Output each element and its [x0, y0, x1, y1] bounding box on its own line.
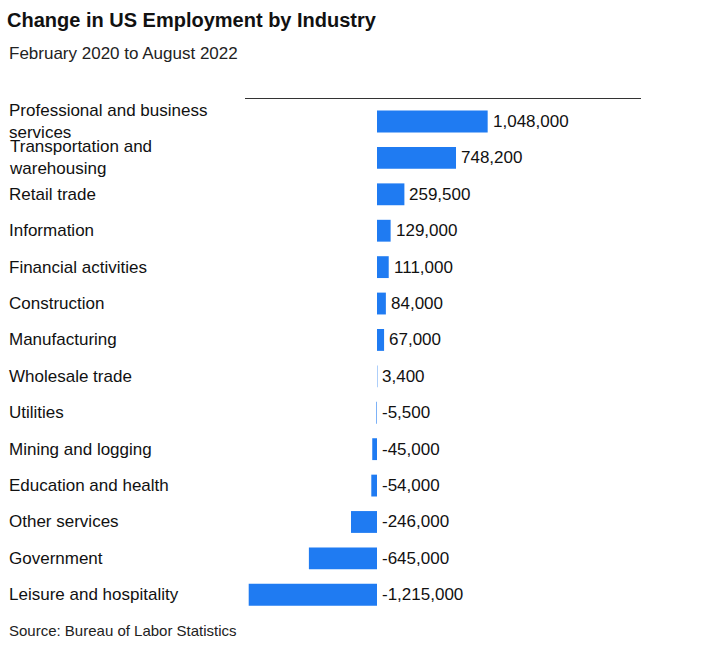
svg-text:Construction: Construction	[9, 294, 104, 313]
svg-text:259,500: 259,500	[409, 185, 470, 204]
svg-text:Utilities: Utilities	[9, 403, 64, 422]
svg-text:Financial activities: Financial activities	[9, 258, 147, 277]
svg-text:Transportation andwarehousing: Transportation andwarehousing	[9, 137, 152, 178]
svg-text:-246,000: -246,000	[382, 512, 449, 531]
svg-text:February 2020 to August 2022: February 2020 to August 2022	[9, 44, 238, 63]
svg-text:748,200: 748,200	[461, 148, 522, 167]
svg-text:-645,000: -645,000	[382, 549, 449, 568]
svg-text:Change in US Employment by Ind: Change in US Employment by Industry	[7, 9, 377, 31]
svg-text:Government: Government	[9, 549, 103, 568]
svg-text:Mining and logging: Mining and logging	[9, 440, 152, 459]
svg-text:Leisure and hospitality: Leisure and hospitality	[9, 585, 179, 604]
svg-text:-1,215,000: -1,215,000	[382, 585, 463, 604]
svg-text:Source: Bureau of Labor Statis: Source: Bureau of Labor Statistics	[9, 622, 237, 639]
svg-text:Professional and businessservi: Professional and businessservices	[9, 101, 207, 142]
svg-text:Wholesale trade: Wholesale trade	[9, 367, 132, 386]
svg-text:-54,000: -54,000	[382, 476, 440, 495]
svg-text:1,048,000: 1,048,000	[493, 112, 569, 131]
svg-text:Other services: Other services	[9, 512, 119, 531]
svg-text:Retail trade: Retail trade	[9, 185, 96, 204]
svg-text:67,000: 67,000	[389, 330, 441, 349]
svg-text:Education and health: Education and health	[9, 476, 169, 495]
svg-text:-5,500: -5,500	[382, 403, 430, 422]
svg-text:129,000: 129,000	[396, 221, 457, 240]
svg-text:Information: Information	[9, 221, 94, 240]
svg-text:3,400: 3,400	[382, 367, 425, 386]
svg-text:84,000: 84,000	[391, 294, 443, 313]
svg-text:-45,000: -45,000	[382, 440, 440, 459]
svg-text:111,000: 111,000	[394, 258, 453, 277]
svg-text:Manufacturing: Manufacturing	[9, 330, 117, 349]
